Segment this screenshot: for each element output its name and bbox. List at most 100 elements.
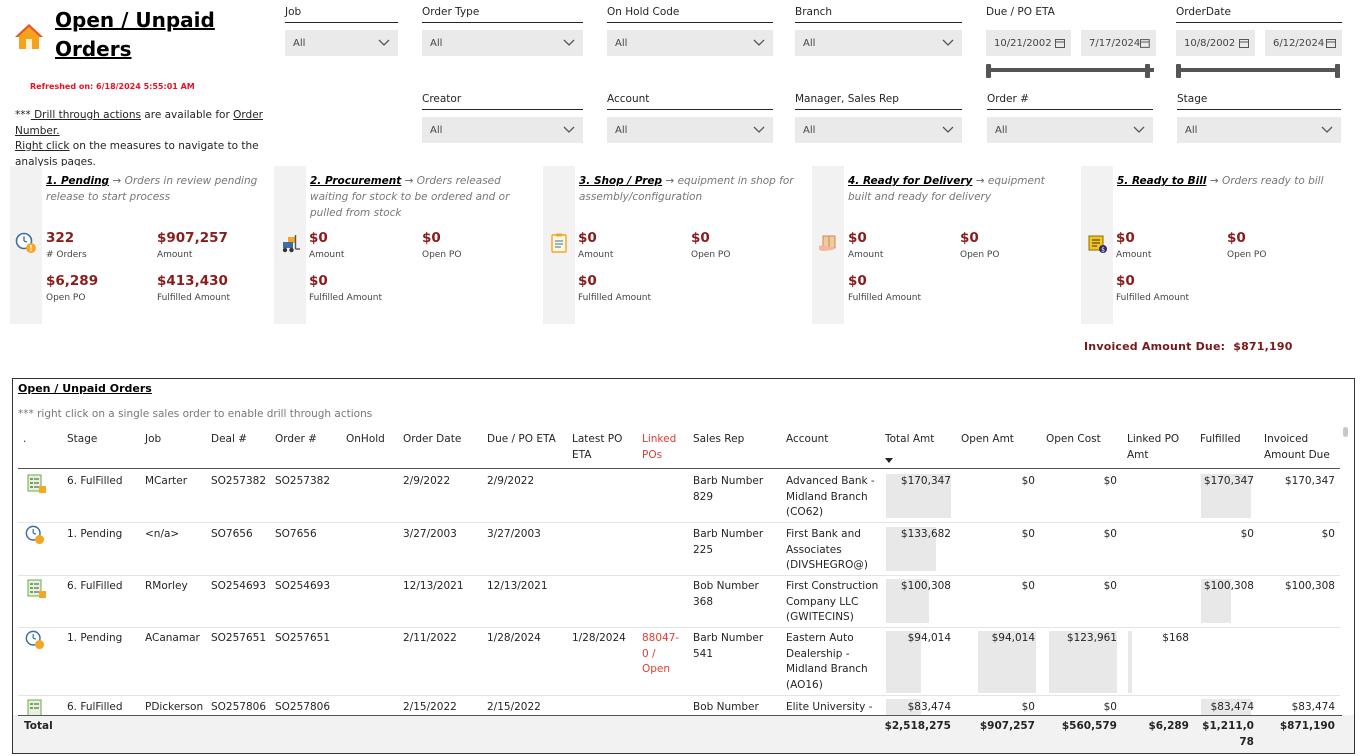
chevron-down-icon	[753, 39, 765, 46]
metric-fulfilled-amount[interactable]: $0 Fulfilled Amount	[309, 273, 383, 303]
col-header-invoiced[interactable]: Invoiced Amount Due	[1264, 433, 1330, 461]
metric-fulfilled-amount[interactable]: $0 Fulfilled Amount	[578, 273, 652, 303]
invoice-icon: $	[1088, 235, 1107, 254]
metric-open-po[interactable]: $0 Open PO	[960, 230, 1000, 260]
col-header-onhold[interactable]: OnHold	[346, 433, 385, 445]
range-handle-start[interactable]	[1176, 64, 1181, 78]
clock-icon	[15, 232, 36, 253]
stage-card-ready-to-bill[interactable]: $ 5. Ready to Bill → Orders ready to bil…	[1081, 166, 1343, 324]
metric-open-po[interactable]: $0 Open PO	[1227, 230, 1267, 260]
stage-card-ready-for-delivery[interactable]: 4. Ready for Delivery → equipment built …	[812, 166, 1077, 324]
on-hold-dropdown[interactable]: All	[607, 30, 773, 56]
col-header-open-amt[interactable]: Open Amt	[961, 433, 1014, 445]
stage-title[interactable]: 1. Pending	[46, 175, 110, 187]
stage-card-shop-prep[interactable]: 3. Shop / Prep → equipment in shop for a…	[543, 166, 808, 324]
metric-amount[interactable]: $0 Amount	[1116, 230, 1152, 260]
linked-po-link[interactable]: 88047-0 / Open	[642, 632, 680, 676]
metric-amount[interactable]: $0 Amount	[848, 230, 884, 260]
stage-title[interactable]: 2. Procurement	[310, 175, 402, 187]
due-eta-from-date[interactable]: 10/21/2002	[986, 30, 1071, 56]
metric-fulfilled-amount[interactable]: $0 Fulfilled Amount	[848, 273, 922, 303]
metric-open-po[interactable]: $0 Open PO	[691, 230, 731, 260]
right-click-link[interactable]: Right click	[15, 140, 70, 152]
metric-fulfilled-amount[interactable]: $0 Fulfilled Amount	[1116, 273, 1190, 303]
page-title: Open / Unpaid Orders	[55, 8, 215, 61]
col-header-deal[interactable]: Deal #	[211, 433, 248, 445]
chevron-down-icon	[378, 39, 390, 46]
stage-title[interactable]: 4. Ready for Delivery	[848, 175, 973, 187]
calendar-icon	[1140, 39, 1150, 48]
col-header-order-date[interactable]: Order Date	[403, 433, 462, 445]
due-eta-to-date[interactable]: 7/17/2024	[1081, 30, 1156, 56]
range-handle-end[interactable]	[1145, 64, 1150, 78]
order-number-cell[interactable]: SO257382	[275, 475, 331, 487]
account-dropdown[interactable]: All	[607, 117, 773, 143]
stage-card-procurement[interactable]: 2. Procurement → Orders released waiting…	[274, 166, 539, 324]
chevron-down-icon	[563, 126, 575, 133]
metric-fulfilled-amount[interactable]: $413,430 Fulfilled Amount	[157, 273, 231, 303]
invoiced-amount-due: Invoiced Amount Due: $871,190	[1084, 340, 1293, 353]
chevron-down-icon	[563, 39, 575, 46]
branch-slicer: Branch All	[795, 6, 962, 56]
col-header-linked-po-amt[interactable]: Linked PO Amt	[1127, 433, 1180, 461]
order-number-dropdown[interactable]: All	[987, 117, 1153, 143]
stage-dropdown[interactable]: All	[1177, 117, 1341, 143]
table-title: Open / Unpaid Orders	[18, 382, 152, 395]
col-header-order[interactable]: Order #	[275, 433, 317, 445]
job-dropdown[interactable]: All	[285, 30, 398, 56]
home-icon[interactable]	[14, 22, 44, 50]
stage-title[interactable]: 5. Ready to Bill	[1117, 175, 1207, 187]
chevron-down-icon	[1321, 126, 1333, 133]
stage-card-pending[interactable]: 1. Pending → Orders in review pending re…	[10, 166, 270, 324]
calendar-icon	[1238, 39, 1249, 48]
fulfilled-status-icon	[27, 699, 42, 717]
branch-dropdown[interactable]: All	[795, 30, 962, 56]
table-total-row: Total $2,518,275 $907,257 $560,579 $6,28…	[13, 715, 1354, 753]
svg-text:$: $	[1101, 247, 1105, 254]
sort-descending-icon[interactable]	[885, 458, 893, 463]
metric-open-po[interactable]: $6,289 Open PO	[46, 273, 99, 303]
order-date-from[interactable]: 10/8/2002	[1176, 30, 1255, 56]
order-type-dropdown[interactable]: All	[422, 30, 583, 56]
col-header-dot[interactable]: .	[23, 433, 27, 445]
order-number-cell[interactable]: SO257651	[275, 632, 331, 644]
order-date-range-slider[interactable]	[1176, 64, 1342, 78]
metric-amount[interactable]: $0 Amount	[309, 230, 345, 260]
order-date-slicer: OrderDate 10/8/2002 6/12/2024	[1176, 6, 1342, 78]
order-number-link[interactable]: Order Number.	[15, 109, 263, 137]
vertical-scrollbar[interactable]	[1343, 427, 1348, 437]
col-header-account[interactable]: Account	[786, 433, 829, 445]
drill-through-link[interactable]: Drill through actions	[30, 109, 141, 121]
metric-amount[interactable]: $907,257 Amount	[157, 230, 228, 260]
order-date-to[interactable]: 6/12/2024	[1264, 30, 1342, 56]
col-header-linked-pos[interactable]: Linked POs	[642, 433, 677, 461]
due-eta-slicer: Due / PO ETA 10/21/2002 7/17/2024	[986, 6, 1156, 78]
manager-dropdown[interactable]: All	[795, 117, 962, 143]
chevron-down-icon	[1133, 126, 1145, 133]
metric-open-po[interactable]: $0 Open PO	[422, 230, 462, 260]
col-header-sales-rep[interactable]: Sales Rep	[693, 433, 745, 445]
refreshed-timestamp: Refreshed on: 6/18/2024 5:55:01 AM	[30, 82, 195, 91]
creator-dropdown[interactable]: All	[422, 117, 583, 143]
fulfilled-status-icon	[27, 474, 46, 493]
col-header-job[interactable]: Job	[145, 433, 162, 445]
order-number-cell[interactable]: SO7656	[275, 528, 317, 540]
stage-title[interactable]: 3. Shop / Prep	[579, 175, 663, 187]
col-header-total-amt[interactable]: Total Amt	[885, 433, 935, 445]
order-number-cell[interactable]: SO257806	[275, 701, 331, 713]
due-eta-range-slider[interactable]	[986, 64, 1156, 78]
table-note: *** right click on a single sales order …	[18, 408, 373, 420]
metric-orders-count[interactable]: 322 # Orders	[46, 230, 87, 260]
chevron-down-icon	[942, 39, 954, 46]
order-number-cell[interactable]: SO254693	[275, 580, 331, 592]
account-slicer: Account All	[607, 93, 773, 143]
range-handle-end[interactable]	[1335, 64, 1340, 78]
metric-amount[interactable]: $0 Amount	[578, 230, 614, 260]
col-header-due-eta[interactable]: Due / PO ETA	[487, 433, 556, 445]
pending-status-icon	[25, 525, 45, 545]
col-header-stage[interactable]: Stage	[67, 433, 98, 445]
range-handle-start[interactable]	[986, 64, 991, 78]
col-header-fulfilled[interactable]: Fulfilled	[1200, 433, 1241, 445]
col-header-open-cost[interactable]: Open Cost	[1046, 433, 1101, 445]
col-header-latest-po-eta[interactable]: Latest PO ETA	[572, 433, 623, 461]
